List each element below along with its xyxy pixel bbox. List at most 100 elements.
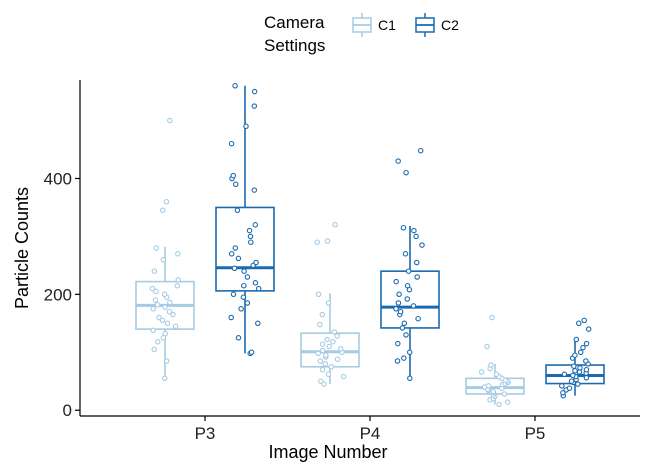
data-point: [244, 300, 251, 306]
box-iqr: [300, 332, 360, 368]
legend: Camera Settings C1 C2: [264, 13, 459, 55]
data-point: [240, 294, 247, 300]
box-iqr: [215, 206, 275, 292]
data-point: [155, 339, 161, 345]
data-point: [314, 239, 321, 245]
y-tick-label: 400: [44, 169, 72, 188]
data-point: [331, 329, 338, 335]
data-point: [156, 314, 162, 321]
data-point: [160, 256, 167, 263]
data-point: [248, 239, 254, 245]
data-point: [413, 233, 419, 240]
data-point: [405, 268, 412, 274]
data-point: [170, 311, 176, 318]
axes: 0 200 400 P3 P4 P5: [44, 80, 640, 443]
box-c2-p4: [380, 225, 440, 379]
data-point: [581, 317, 587, 324]
data-point: [247, 233, 254, 240]
data-point: [172, 323, 179, 329]
data-point: [504, 399, 511, 405]
data-point: [417, 147, 424, 154]
data-point: [153, 288, 159, 295]
legend-title-line-2: Settings: [264, 36, 325, 55]
points-c2-p3: [228, 83, 262, 357]
data-point: [411, 227, 417, 234]
data-point: [251, 103, 258, 109]
data-point: [228, 251, 235, 257]
data-point: [163, 198, 170, 205]
data-point: [478, 369, 485, 375]
data-point: [319, 347, 326, 354]
data-point: [243, 123, 249, 130]
data-point: [395, 300, 402, 306]
points-c1-p3: [149, 117, 181, 382]
data-point: [163, 358, 170, 364]
data-point: [334, 356, 341, 362]
data-point: [396, 291, 402, 298]
data-point: [151, 346, 157, 353]
data-point: [571, 363, 577, 369]
data-point: [485, 383, 492, 389]
data-point: [328, 364, 335, 370]
data-point: [580, 344, 586, 351]
data-point: [241, 268, 247, 274]
data-point: [322, 361, 329, 367]
data-point: [395, 158, 401, 164]
data-point: [413, 259, 420, 266]
data-point: [568, 378, 575, 384]
data-point: [159, 207, 166, 214]
data-point: [150, 327, 156, 334]
data-point: [234, 207, 241, 214]
data-point: [583, 340, 590, 347]
data-point: [252, 222, 259, 228]
data-point: [404, 282, 411, 289]
data-point: [232, 83, 238, 89]
data-point: [576, 320, 582, 327]
data-point: [232, 245, 239, 251]
data-point: [325, 300, 332, 306]
data-point: [407, 375, 413, 382]
data-point: [325, 371, 332, 378]
data-point: [319, 341, 326, 347]
data-point: [319, 311, 326, 318]
x-tick-label: P5: [525, 424, 546, 443]
data-point: [414, 274, 420, 280]
data-point: [484, 343, 490, 350]
data-point: [317, 321, 323, 328]
data-point: [167, 117, 173, 124]
data-point: [490, 388, 497, 395]
data-point: [232, 181, 239, 188]
data-point: [161, 291, 168, 298]
legend-key-c2: C2: [415, 13, 459, 37]
data-point: [230, 291, 237, 298]
data-point: [162, 330, 168, 337]
data-point: [253, 259, 259, 266]
data-point: [235, 335, 242, 341]
data-point: [235, 255, 242, 262]
data-point: [583, 375, 590, 381]
data-point: [251, 88, 258, 95]
data-point: [230, 172, 237, 179]
data-point: [166, 308, 173, 315]
data-point: [393, 278, 399, 285]
data-point: [404, 296, 411, 302]
points-c2-p5: [559, 317, 592, 399]
data-point: [167, 299, 173, 306]
data-point: [559, 383, 565, 389]
data-point: [585, 326, 592, 332]
data-point: [402, 251, 409, 257]
x-tick-label: P3: [195, 424, 216, 443]
data-point: [403, 169, 409, 176]
data-point: [419, 242, 425, 248]
data-point: [338, 346, 344, 352]
data-point: [334, 333, 340, 339]
data-point: [324, 238, 331, 244]
data-point: [577, 365, 583, 371]
data-point: [395, 340, 401, 347]
data-point: [561, 371, 568, 378]
data-point: [572, 352, 578, 358]
series-c2: [215, 83, 605, 399]
data-point: [161, 375, 168, 382]
data-point: [493, 371, 500, 378]
